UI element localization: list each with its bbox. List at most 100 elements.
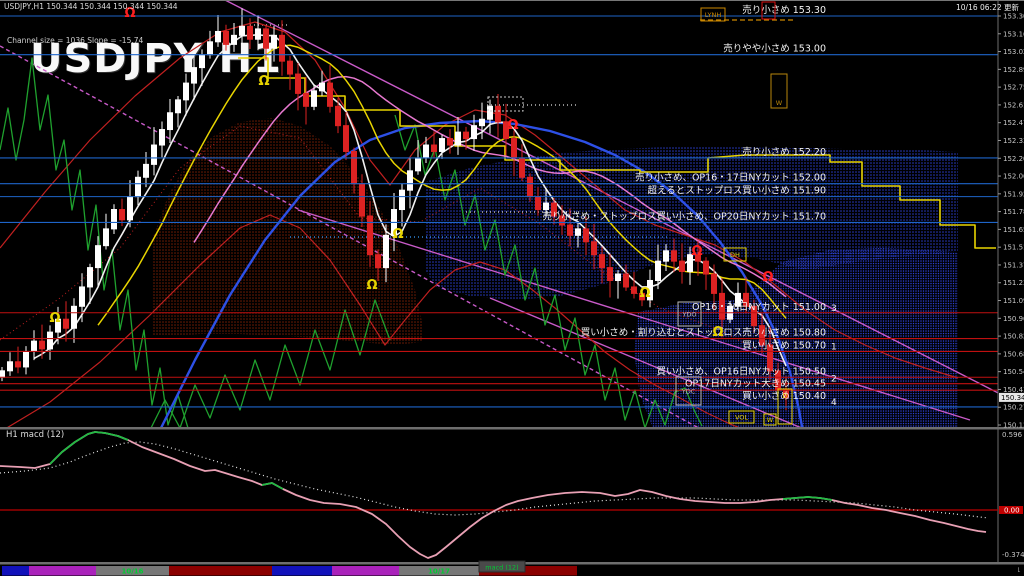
chart-label-text: DH — [730, 251, 740, 259]
green-zigzag-2 — [150, 299, 391, 427]
svg-text:152.200: 152.200 — [1003, 155, 1024, 163]
timeline-segment — [577, 566, 1018, 576]
ichimoku-cloud-blue-right — [634, 248, 958, 427]
svg-text:151.650: 151.650 — [1003, 226, 1024, 234]
svg-text:151.370: 151.370 — [1003, 261, 1024, 269]
omega-marker-red: Ω — [762, 270, 773, 285]
red-dotted-mid — [0, 125, 761, 353]
level-annotation: 売り小さめ・ストップロス買い小さめ、OP20日NYカット 151.70 — [543, 210, 826, 222]
level-annotation: 買い小さめ 150.40 — [742, 391, 826, 402]
ma-pink — [193, 75, 787, 298]
timeline-chip — [478, 560, 526, 573]
chart-label-text: LYNH — [705, 11, 722, 19]
chart-label-text: W — [776, 99, 783, 107]
chart-label-box — [770, 73, 788, 109]
level-annotation: 買い小さめ、OP16日NYカット 150.50 — [657, 366, 826, 377]
svg-text:150.270: 150.270 — [1003, 404, 1024, 412]
chart-label-box — [728, 410, 755, 424]
svg-text:152.610: 152.610 — [1003, 101, 1024, 109]
svg-text:151.510: 151.510 — [1003, 244, 1024, 252]
omega-marker-red: Ω — [691, 244, 702, 259]
macd-scale-max: 0.596 — [1002, 431, 1023, 439]
chart-label-box — [677, 301, 702, 327]
omega-marker-yellow: Ω — [49, 311, 60, 326]
candles — [0, 8, 789, 411]
chart-label-box — [761, 1, 776, 20]
level-annotation: 買い小さめ 150.70 — [742, 340, 826, 351]
omega-marker-yellow: Ω — [712, 325, 723, 340]
svg-text:150.960: 150.960 — [1003, 315, 1024, 323]
macd-panel[interactable] — [0, 431, 998, 559]
omega-marker-yellow: Ω — [366, 278, 377, 293]
omega-marker-yellow: Ω — [258, 74, 269, 89]
chart-label-box — [763, 413, 777, 426]
timeline-segment — [169, 566, 272, 576]
level-annotation: 超えるとストップロス買い小さめ 151.90 — [648, 185, 826, 197]
chart-label-text: YDC — [681, 388, 696, 396]
chart-label-text: VOL — [735, 414, 748, 422]
macd-green-segment — [782, 496, 833, 501]
ma-white — [33, 34, 787, 367]
red-band-lower — [7, 214, 740, 427]
panel-divider[interactable] — [0, 427, 1024, 430]
svg-text:150.410: 150.410 — [1003, 386, 1024, 394]
green-zigzag-1 — [0, 57, 189, 427]
chart-label-text: W — [767, 416, 774, 424]
order-levels: 売り小さめ 153.30 売りやや小さめ 153.00 売り小さめ 152.20 売り… — [0, 4, 998, 408]
omega-marker-red: Ω — [507, 118, 518, 133]
timeline-segment — [272, 566, 332, 576]
level-annotation: 売りやや小さめ 153.00 — [723, 43, 826, 55]
svg-text:152.475: 152.475 — [1003, 119, 1024, 127]
chart-label-text: D — [782, 392, 787, 400]
ichimoku-cloud-brown — [152, 118, 422, 345]
chart-watermark: USDJPY H1 — [30, 36, 282, 82]
svg-text:153.300: 153.300 — [1003, 13, 1024, 21]
svg-text:151.235: 151.235 — [1003, 279, 1024, 287]
svg-text:151.925: 151.925 — [1003, 190, 1024, 198]
macd-zero-tag — [999, 506, 1023, 514]
omega-marker-yellow: Ω — [392, 227, 403, 242]
channel-line-2 — [297, 209, 971, 421]
chart-label-box — [700, 7, 726, 22]
svg-text:150.545: 150.545 — [1003, 368, 1024, 376]
svg-text:152.060: 152.060 — [1003, 173, 1024, 181]
regression-upper-dashed — [0, 45, 699, 427]
svg-text:150.820: 150.820 — [1003, 333, 1024, 341]
macd-green-segment — [261, 482, 284, 490]
green-zigzag-3 — [394, 114, 703, 427]
svg-text:152.895: 152.895 — [1003, 66, 1024, 74]
channel-info-label: Channel size = 1036 Slope = -15.74 — [7, 36, 144, 45]
chart-label-text: YDO — [681, 311, 696, 319]
omega-marker-red: Ω — [124, 6, 135, 21]
level-annotation: 売り小さめ 153.30 — [742, 4, 826, 16]
level-annotation: OP17日NYカット大きめ 150.45 — [685, 378, 826, 390]
timeline-segment — [2, 566, 29, 576]
svg-text:151.095: 151.095 — [1003, 297, 1024, 305]
svg-text:152.335: 152.335 — [1003, 137, 1024, 145]
level-annotation: 売り小さめ 152.20 — [742, 146, 826, 158]
svg-text:150.130: 150.130 — [1003, 422, 1024, 430]
main-chart-area[interactable] — [0, 0, 1016, 434]
timeline-segment — [399, 566, 479, 576]
level-annotation: 売り小さめ、OP16・17日NYカット 152.00 — [635, 172, 826, 184]
timeline-segment — [96, 566, 169, 576]
timeline-date-label: 10/16 — [121, 568, 143, 576]
timeline-segment — [332, 566, 399, 576]
timeline-bar[interactable]: 10/16 10/17 macd (12) — [2, 560, 1018, 576]
level-number: 3 — [831, 304, 837, 314]
level-number: 1 — [831, 342, 837, 352]
level-annotation: OP16・20日NYカット 151.00 — [692, 302, 826, 313]
svg-text:150.685: 150.685 — [1003, 350, 1024, 358]
current-price-tag — [999, 392, 1024, 402]
svg-text:153.025: 153.025 — [1003, 48, 1024, 56]
level-annotation: 買い小さめ・割り込むとストップロス売り小さめ 150.80 — [581, 327, 826, 339]
timeline-chip-label: macd (12) — [485, 564, 518, 572]
timeline-segment — [479, 566, 577, 576]
chart-label-box — [675, 376, 702, 406]
timeline-segment — [29, 566, 96, 576]
indicator-label: H1 macd (12) — [6, 430, 65, 440]
update-timestamp: 10/16 06:22 更新 — [956, 3, 1019, 12]
omega-marker-yellow: Ω — [639, 286, 650, 301]
